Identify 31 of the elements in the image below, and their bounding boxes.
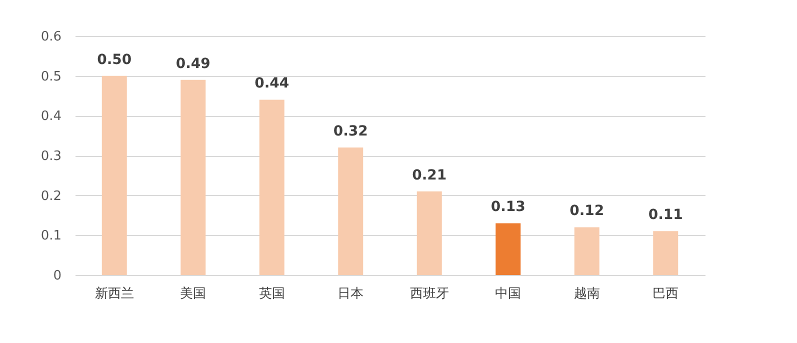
data-label: 0.49 — [176, 56, 210, 72]
bar — [180, 80, 206, 275]
data-label: 0.32 — [333, 124, 368, 140]
x-tick-label: 新西兰 — [94, 286, 134, 302]
x-tick-label: 巴西 — [652, 286, 679, 302]
x-tick-label: 西班牙 — [410, 286, 449, 302]
x-tick-label: 美国 — [180, 286, 206, 302]
x-tick-label: 中国 — [495, 286, 522, 302]
data-label: 0.44 — [254, 76, 290, 92]
data-label: 0.50 — [97, 52, 132, 68]
data-label: 0.11 — [648, 207, 683, 224]
y-tick-label: 0.1 — [40, 228, 62, 244]
bar — [653, 231, 678, 275]
data-label: 0.21 — [412, 167, 447, 184]
y-tick-label: 0.5 — [40, 69, 62, 84]
y-tick-label: 0.4 — [40, 109, 62, 124]
bar — [574, 227, 600, 275]
y-tick-label: 0 — [53, 268, 62, 284]
data-label: 0.13 — [490, 199, 526, 216]
x-tick-label: 越南 — [574, 286, 600, 302]
data-label: 0.12 — [570, 203, 604, 220]
bar — [102, 76, 127, 275]
x-tick-label: 日本 — [338, 286, 364, 302]
bar — [259, 100, 284, 275]
y-tick-label: 0.3 — [40, 149, 62, 164]
bar — [496, 223, 521, 275]
y-tick-label: 0.2 — [40, 188, 62, 204]
bar — [338, 148, 364, 275]
bar — [416, 191, 442, 275]
y-tick-label: 0.6 — [40, 30, 62, 44]
x-tick-label: 英国 — [258, 286, 285, 302]
